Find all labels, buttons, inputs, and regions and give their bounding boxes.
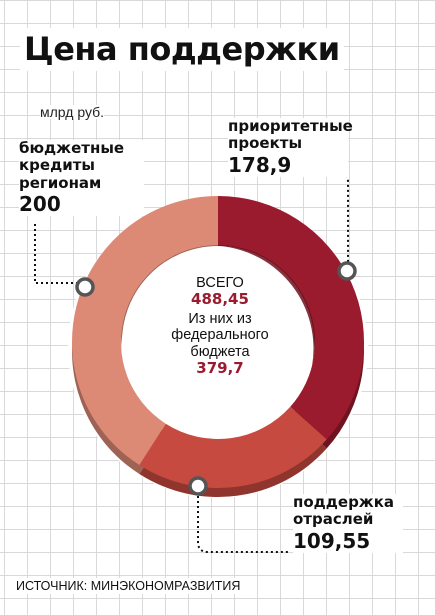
total-value: 488,45 [191, 290, 249, 309]
label-sectors: поддержка отраслей 109,55 [293, 493, 403, 553]
source-note: ИСТОЧНИК: МИНЭКОНОМРАЗВИТИЯ [14, 578, 243, 594]
slice-sectors [139, 406, 327, 489]
slice-priority [218, 196, 365, 440]
federal-value: 379,7 [196, 358, 244, 377]
leader-regions [34, 224, 78, 284]
center-summary: ВСЕГО 488,45 Из них из федерального бюдж… [158, 275, 282, 380]
federal-label: Из них из федерального бюджета [171, 311, 269, 360]
label-priority-value: 178,9 [228, 152, 292, 177]
page-title: Цена поддержки [20, 28, 344, 72]
label-regions-value: 200 [19, 191, 61, 216]
unit-label: млрд руб. [40, 104, 105, 120]
marker-sectors [188, 476, 208, 496]
label-sectors-text: поддержка отраслей [293, 493, 395, 529]
marker-regions [75, 277, 95, 297]
slice-regions [71, 196, 218, 466]
label-priority-text: приоритетные проекты [228, 117, 353, 153]
donut-hole [122, 246, 314, 438]
label-regions-text: бюджетные кредиты регионам [19, 139, 125, 192]
leader-sectors [197, 486, 288, 553]
total-label: ВСЕГО [196, 275, 244, 291]
label-sectors-value: 109,55 [293, 528, 371, 553]
label-priority: приоритетные проекты 178,9 [228, 117, 353, 177]
label-regions: бюджетные кредиты регионам 200 [19, 139, 144, 216]
marker-priority [337, 261, 357, 281]
